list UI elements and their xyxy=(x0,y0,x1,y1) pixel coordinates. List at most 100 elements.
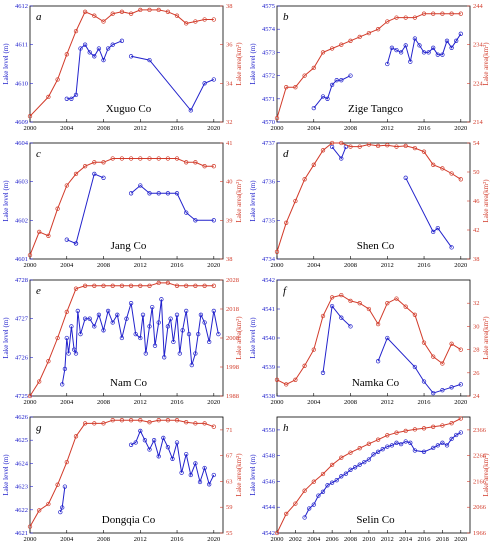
x-tick-label: 2004 xyxy=(60,536,74,543)
y-left-tick-label: 4604 xyxy=(15,140,29,147)
lake-level-point xyxy=(138,183,143,188)
lake-level-point xyxy=(197,479,203,485)
lake-area-point xyxy=(421,11,427,16)
x-tick-label: 2020 xyxy=(454,262,467,269)
lake-level-point xyxy=(171,339,176,345)
lake-area-point xyxy=(73,434,79,439)
lake-area-line xyxy=(276,294,462,385)
x-tick-label: 2012 xyxy=(381,262,394,269)
lake-level-point xyxy=(394,440,399,445)
lake-area-point xyxy=(320,313,326,319)
lake-area-point xyxy=(101,421,106,426)
lake-level-point xyxy=(366,457,372,462)
lake-level-point xyxy=(348,467,353,472)
lake-level-point xyxy=(198,312,204,317)
lake-level-point xyxy=(101,175,106,180)
lake-level-point xyxy=(440,440,445,445)
lake-name: Nam Co xyxy=(110,377,147,389)
panel-h: 2000 2002 2004 2006 2008 2010 2012 2014 2016 2018… xyxy=(249,416,490,543)
lake-area-point xyxy=(412,15,418,20)
lake-area-point xyxy=(339,292,344,298)
panel-letter: a xyxy=(36,11,42,23)
lake-level-point xyxy=(140,312,146,317)
lake-level-line xyxy=(130,55,214,112)
lake-area-point xyxy=(156,7,161,13)
y-left-tick-label: 4542 xyxy=(262,530,275,537)
lake-area-point xyxy=(82,9,88,14)
y-left-tick-label: 4737 xyxy=(262,140,276,147)
lake-area-point xyxy=(193,19,198,24)
plot-frame xyxy=(276,416,471,534)
y-right-tick-label: 244 xyxy=(473,3,484,10)
lake-level-point xyxy=(329,480,335,485)
lake-area-point xyxy=(320,471,326,477)
lake-area-point xyxy=(357,446,362,451)
y-left-tick-label: 4538 xyxy=(262,393,275,400)
lake-level-point xyxy=(454,38,459,43)
lake-level-point xyxy=(128,301,134,306)
y-right-tick-label: 50 xyxy=(473,169,480,176)
lake-area-point xyxy=(92,160,97,165)
lake-area-point xyxy=(431,354,436,359)
lake-area-point xyxy=(165,418,171,423)
lake-area-point xyxy=(329,295,335,300)
lake-area-point xyxy=(403,428,408,434)
lake-level-point xyxy=(421,449,427,454)
lake-level-point xyxy=(159,297,164,302)
y-left-tick-label: 4609 xyxy=(15,119,28,126)
lake-level-point xyxy=(174,440,180,445)
lake-area-point xyxy=(302,177,307,182)
x-tick-label: 2012 xyxy=(134,399,147,406)
lake-area-point xyxy=(339,455,344,460)
lake-area-point xyxy=(357,144,362,149)
lake-level-point xyxy=(435,52,440,57)
lake-area-point xyxy=(64,309,69,315)
lake-level-point xyxy=(138,335,143,341)
x-tick-label: 2020 xyxy=(454,399,467,406)
lake-level-point xyxy=(133,331,138,337)
lake-level-point xyxy=(403,175,408,180)
lake-area-point xyxy=(412,312,418,317)
y-right-axis-label: Lake area(km²) xyxy=(235,42,243,86)
x-tick-label: 2000 xyxy=(24,262,37,269)
x-tick-label: 2018 xyxy=(436,536,449,543)
lake-level-line xyxy=(130,429,215,486)
lake-level-point xyxy=(211,308,216,314)
y-left-tick-label: 4725 xyxy=(15,393,28,400)
panel-letter: c xyxy=(36,148,41,160)
lake-area-point xyxy=(202,17,207,22)
lake-level-point xyxy=(449,45,454,50)
y-right-tick-label: 36 xyxy=(226,42,233,49)
y-left-tick-label: 4611 xyxy=(15,42,28,49)
lake-level-point xyxy=(188,472,193,478)
y-left-tick-label: 4735 xyxy=(262,217,275,224)
y-right-tick-label: 32 xyxy=(473,300,480,307)
lake-area-point xyxy=(440,166,445,171)
lake-level-point xyxy=(60,505,65,510)
x-tick-label: 2012 xyxy=(381,536,394,543)
lake-level-point xyxy=(162,355,167,360)
lake-level-point xyxy=(64,96,69,101)
y-left-tick-label: 4727 xyxy=(15,316,29,323)
lake-area-point xyxy=(348,144,353,149)
lake-area-line xyxy=(29,9,214,117)
lake-level-point xyxy=(412,36,418,41)
lake-area-point xyxy=(394,144,399,149)
lake-area-point xyxy=(165,9,171,14)
lake-level-point xyxy=(440,388,445,393)
lake-level-point xyxy=(371,452,376,457)
lake-area-point xyxy=(375,437,381,442)
lake-area-point xyxy=(119,156,125,161)
lake-area-point xyxy=(284,220,289,225)
y-left-tick-label: 4612 xyxy=(15,3,28,10)
lake-level-point xyxy=(124,316,129,321)
lake-level-point xyxy=(193,461,198,466)
lake-area-point xyxy=(37,229,42,235)
y-left-tick-label: 4542 xyxy=(262,277,275,284)
lake-level-point xyxy=(435,225,440,231)
lake-area-point xyxy=(147,7,152,13)
x-tick-label: 2012 xyxy=(134,262,147,269)
lake-area-point xyxy=(27,524,33,529)
lake-area-point xyxy=(174,13,180,18)
lake-level-point xyxy=(161,435,166,441)
